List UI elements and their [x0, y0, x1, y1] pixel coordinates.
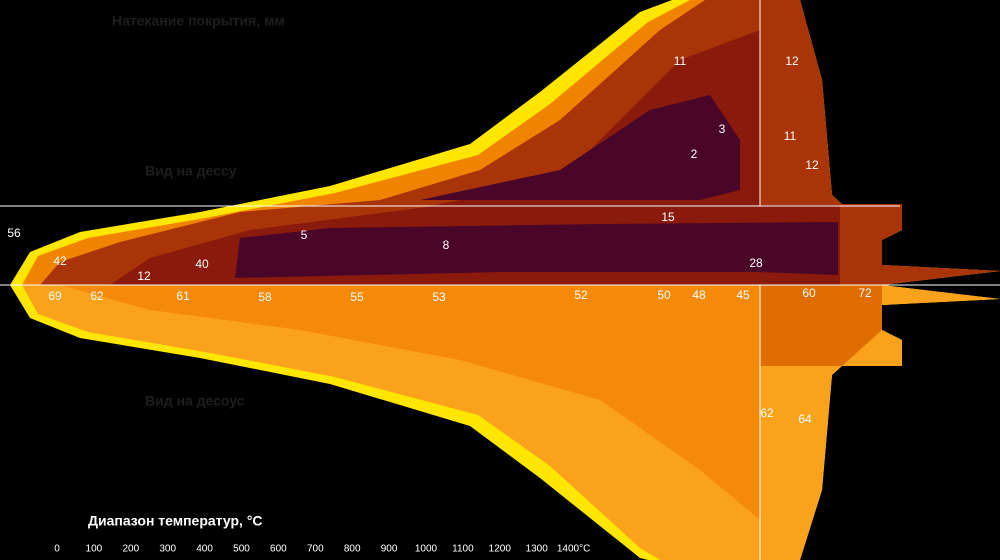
legend-tick: 1000 [415, 544, 438, 555]
legend-tick: 500 [233, 544, 250, 555]
zone-label: 72 [858, 286, 872, 300]
legend-tick: 800 [344, 544, 361, 555]
zone-label: 64 [798, 412, 812, 426]
shuttle-bottom [0, 284, 1000, 560]
zone-label: 58 [258, 290, 272, 304]
top-core [235, 222, 838, 278]
legend-tick: 600 [270, 544, 287, 555]
zone-label: 52 [574, 288, 588, 302]
view-label: Вид на дессу [145, 163, 237, 179]
top-inner [110, 30, 840, 285]
legend-tick: 0 [54, 544, 60, 555]
zone-label: 2 [691, 147, 698, 161]
legend-tick: 400 [196, 544, 213, 555]
zone-label: 28 [749, 256, 763, 270]
zone-label: 40 [195, 257, 209, 271]
zone-label: 11 [784, 129, 797, 143]
zone-label: 45 [736, 288, 750, 302]
zone-label: 12 [137, 269, 151, 283]
zone-label: 62 [90, 289, 104, 303]
zone-label: 12 [785, 54, 799, 68]
zone-label: 61 [176, 289, 190, 303]
legend-tick: 300 [159, 544, 176, 555]
zone-label: 3 [719, 122, 726, 136]
zone-label: 11 [674, 54, 687, 68]
zone-label: 56 [7, 226, 21, 240]
zone-label: 69 [48, 289, 62, 303]
bottom-tail [760, 285, 882, 366]
legend-tick: 1200 [489, 544, 512, 555]
legend-tick: 200 [122, 544, 139, 555]
shuttle-top [0, 0, 1000, 285]
zone-label: 55 [350, 290, 364, 304]
legend-tick: 1400°C [557, 544, 590, 555]
legend-tick: 700 [307, 544, 324, 555]
zone-label: 53 [432, 290, 446, 304]
wing-core [420, 95, 740, 200]
legend-tick: 1100 [452, 544, 474, 555]
zone-label: 15 [661, 210, 675, 224]
zone-label: 12 [805, 158, 819, 172]
legend-tick: 100 [86, 544, 103, 555]
zone-label: 5 [301, 228, 308, 242]
legend-tick: 1300 [526, 544, 549, 555]
zone-label: 8 [443, 238, 450, 252]
bottom-inner [60, 285, 760, 520]
zone-label: 48 [692, 288, 706, 302]
zone-label: 42 [53, 254, 67, 268]
legend-title: Диапазон температур, °C [88, 513, 263, 529]
zone-label: 62 [760, 406, 774, 420]
title: Натекание покрытия, мм [112, 13, 285, 29]
legend-tick: 900 [381, 544, 398, 555]
zone-label: 50 [657, 288, 671, 302]
view-label: Вид на десоус [145, 393, 245, 409]
zone-label: 60 [802, 286, 816, 300]
